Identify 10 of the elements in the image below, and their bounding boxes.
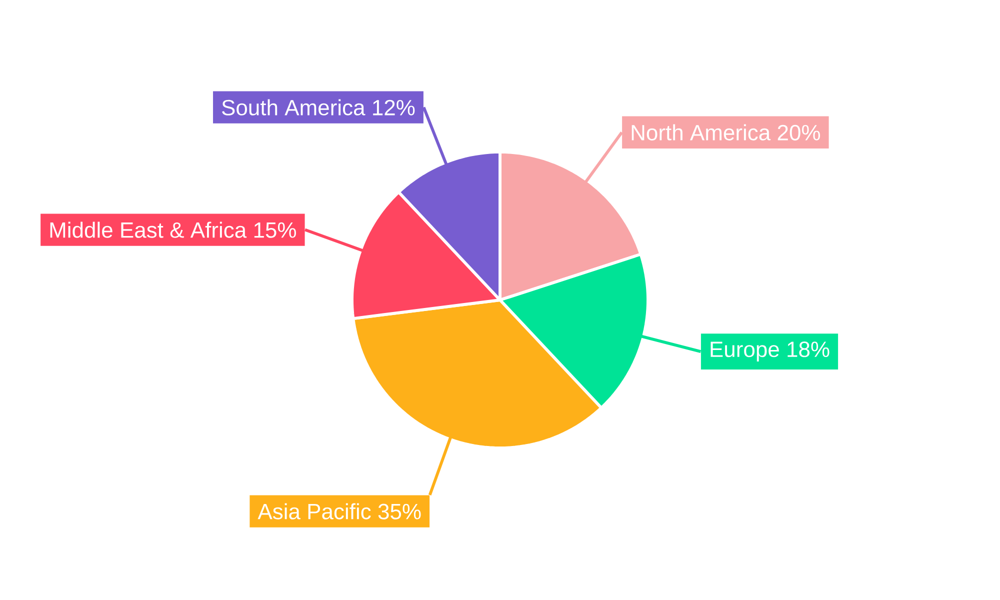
data-label: 15% xyxy=(254,222,296,238)
data-label: 20% xyxy=(778,124,820,140)
data-label: 18% xyxy=(788,342,830,358)
slice-label: Middle East & Africa xyxy=(50,222,247,238)
slice-label: South America xyxy=(222,99,366,116)
data-label: 12% xyxy=(373,100,415,116)
slice-label: Europe xyxy=(710,342,779,362)
slice-label: North America xyxy=(632,124,771,140)
data-label: 35% xyxy=(378,504,421,520)
slice-label: Asia Pacific xyxy=(258,503,371,520)
